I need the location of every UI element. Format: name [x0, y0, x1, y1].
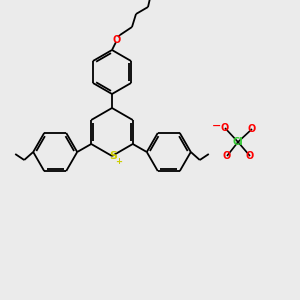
- Text: S: S: [109, 151, 117, 161]
- Text: −: −: [212, 121, 222, 131]
- Text: +: +: [116, 157, 122, 166]
- Text: O: O: [113, 35, 121, 45]
- Text: O: O: [221, 123, 229, 133]
- Text: O: O: [223, 151, 231, 161]
- Text: Cl: Cl: [232, 137, 243, 147]
- Text: O: O: [248, 124, 256, 134]
- Text: O: O: [246, 151, 254, 161]
